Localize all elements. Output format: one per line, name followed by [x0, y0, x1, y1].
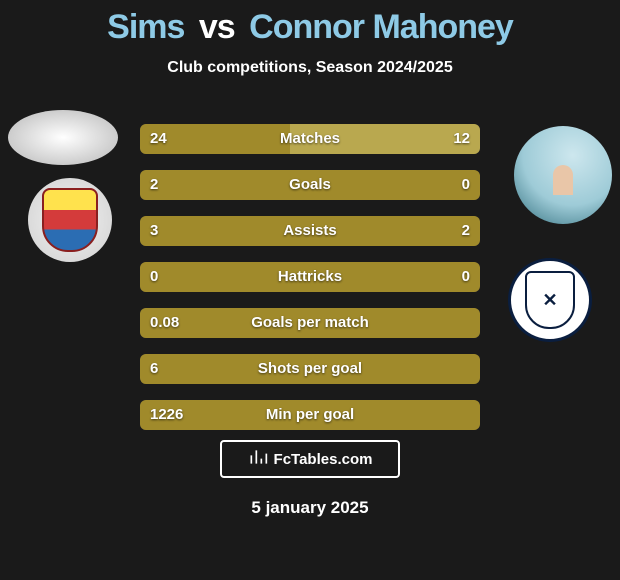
stat-value-right: 0	[462, 170, 470, 200]
stat-row: 0Hattricks0	[140, 262, 480, 292]
bar-chart-icon	[248, 447, 268, 471]
player1-name: Sims	[107, 8, 184, 46]
branding-badge[interactable]: FcTables.com	[220, 440, 400, 478]
stat-row: 24Matches12	[140, 124, 480, 154]
stat-row: 0.08Goals per match	[140, 308, 480, 338]
player2-avatar	[514, 126, 612, 224]
player1-avatar	[8, 110, 118, 165]
club1-crest	[28, 178, 112, 262]
stat-label: Shots per goal	[140, 354, 480, 384]
club2-crest	[508, 258, 592, 342]
stat-row: 6Shots per goal	[140, 354, 480, 384]
player2-name: Connor Mahoney	[249, 8, 513, 46]
stat-label: Hattricks	[140, 262, 480, 292]
stat-label: Goals	[140, 170, 480, 200]
stat-row: 3Assists2	[140, 216, 480, 246]
comparison-title: Sims vs Connor Mahoney	[0, 0, 620, 47]
stat-row: 2Goals0	[140, 170, 480, 200]
stat-label: Assists	[140, 216, 480, 246]
stats-panel: 24Matches122Goals03Assists20Hattricks00.…	[140, 124, 480, 446]
comparison-subtitle: Club competitions, Season 2024/2025	[0, 59, 620, 77]
stat-value-right: 12	[453, 124, 470, 154]
branding-text: FcTables.com	[274, 451, 373, 468]
stat-label: Matches	[140, 124, 480, 154]
title-vs: vs	[199, 8, 235, 46]
stat-value-right: 0	[462, 262, 470, 292]
stat-label: Min per goal	[140, 400, 480, 430]
footer-date: 5 january 2025	[0, 498, 620, 518]
stat-value-right: 2	[462, 216, 470, 246]
stat-label: Goals per match	[140, 308, 480, 338]
stat-row: 1226Min per goal	[140, 400, 480, 430]
